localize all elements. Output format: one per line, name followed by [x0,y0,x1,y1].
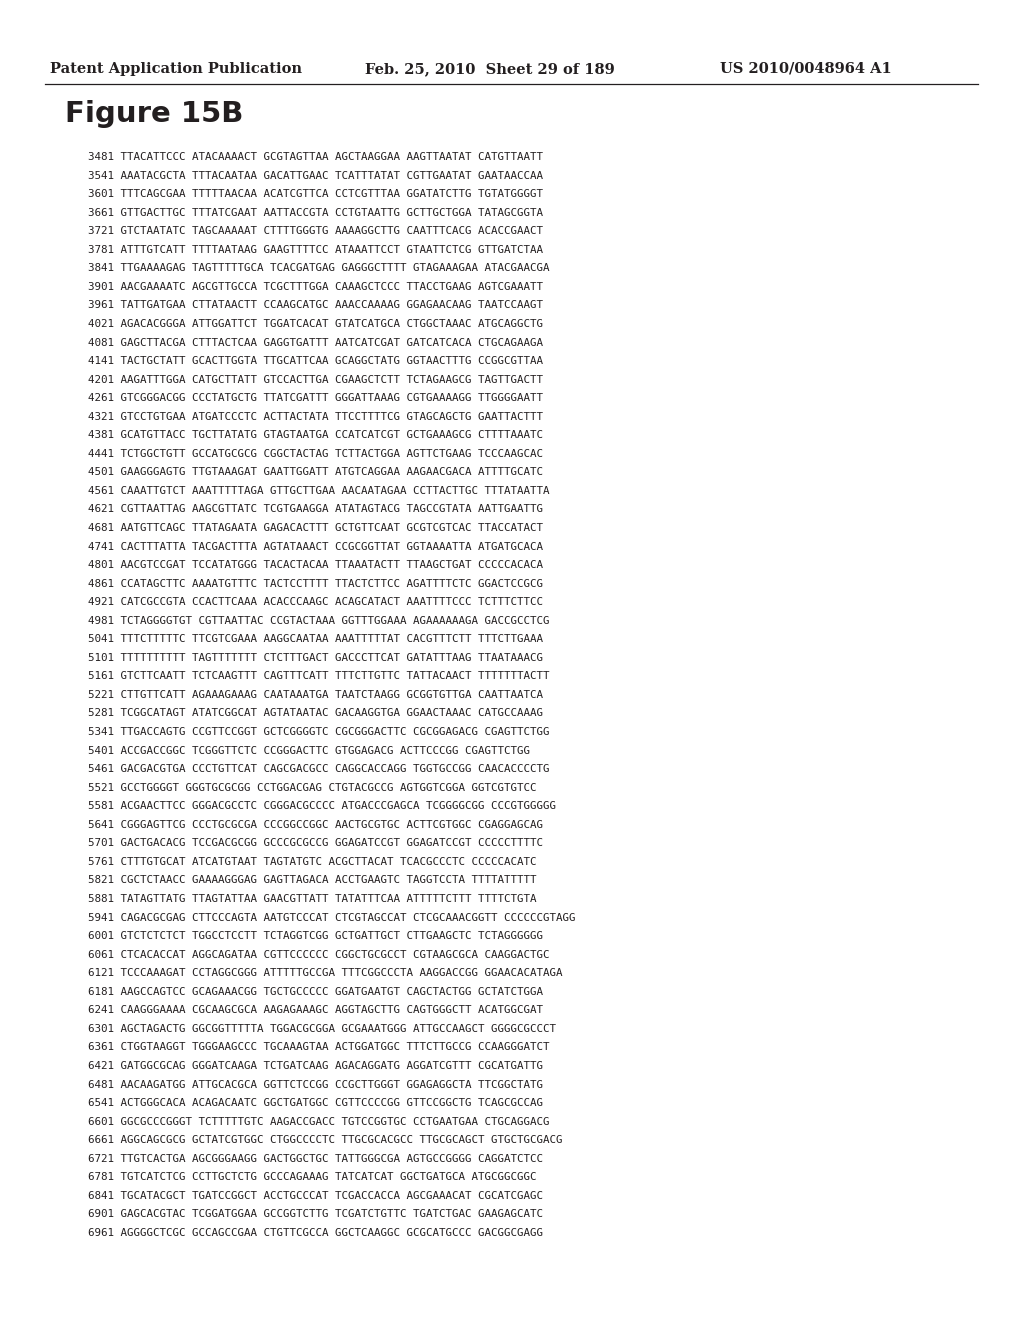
Text: 6721 TTGTCACTGA AGCGGGAAGG GACTGGCTGC TATTGGGCGA AGTGCCGGGG CAGGATCTCC: 6721 TTGTCACTGA AGCGGGAAGG GACTGGCTGC TA… [88,1154,543,1164]
Text: 6361 CTGGTAAGGT TGGGAAGCCC TGCAAAGTAA ACTGGATGGC TTTCTTGCCG CCAAGGGATCT: 6361 CTGGTAAGGT TGGGAAGCCC TGCAAAGTAA AC… [88,1043,550,1052]
Text: 4681 AATGTTCAGC TTATAGAATA GAGACACTTT GCTGTTCAAT GCGTCGTCAC TTACCATACT: 4681 AATGTTCAGC TTATAGAATA GAGACACTTT GC… [88,523,543,533]
Text: 5221 CTTGTTCATT AGAAAGAAAG CAATAAATGA TAATCTAAGG GCGGTGTTGA CAATTAATCA: 5221 CTTGTTCATT AGAAAGAAAG CAATAAATGA TA… [88,690,543,700]
Text: 6001 GTCTCTCTCT TGGCCTCCTT TCTAGGTCGG GCTGATTGCT CTTGAAGCTC TCTAGGGGGG: 6001 GTCTCTCTCT TGGCCTCCTT TCTAGGTCGG GC… [88,931,543,941]
Text: 5041 TTTCTTTTTC TTCGTCGAAA AAGGCAATAA AAATTTTTAT CACGTTTCTT TTTCTTGAAA: 5041 TTTCTTTTTC TTCGTCGAAA AAGGCAATAA AA… [88,635,543,644]
Text: 3661 GTTGACTTGC TTTATCGAAT AATTACCGTA CCTGTAATTG GCTTGCTGGA TATAGCGGTA: 3661 GTTGACTTGC TTTATCGAAT AATTACCGTA CC… [88,207,543,218]
Text: 5941 CAGACGCGAG CTTCCCAGTA AATGTCCCAT CTCGTAGCCAT CTCGCAAACGGTT CCCCCCGTAGG: 5941 CAGACGCGAG CTTCCCAGTA AATGTCCCAT CT… [88,912,575,923]
Text: 4621 CGTTAATTAG AAGCGTTATC TCGTGAAGGA ATATAGTACG TAGCCGTATA AATTGAATTG: 4621 CGTTAATTAG AAGCGTTATC TCGTGAAGGA AT… [88,504,543,515]
Text: 4921 CATCGCCGTA CCACTTCAAA ACACCCAAGC ACAGCATACT AAATTTTCCC TCTTTCTTCC: 4921 CATCGCCGTA CCACTTCAAA ACACCCAAGC AC… [88,597,543,607]
Text: 3481 TTACATTCCC ATACAAAACT GCGTAGTTAA AGCTAAGGAA AAGTTAATAT CATGTTAATT: 3481 TTACATTCCC ATACAAAACT GCGTAGTTAA AG… [88,152,543,162]
Text: 5281 TCGGCATAGT ATATCGGCAT AGTATAATAC GACAAGGTGA GGAACTAAAC CATGCCAAAG: 5281 TCGGCATAGT ATATCGGCAT AGTATAATAC GA… [88,709,543,718]
Text: 4981 TCTAGGGGTGT CGTTAATTAC CCGTACTAAA GGTTTGGAAA AGAAAAAAGA GACCGCCTCG: 4981 TCTAGGGGTGT CGTTAATTAC CCGTACTAAA G… [88,615,550,626]
Text: 4201 AAGATTTGGA CATGCTTATT GTCCACTTGA CGAAGCTCTT TCTAGAAGCG TAGTTGACTT: 4201 AAGATTTGGA CATGCTTATT GTCCACTTGA CG… [88,375,543,384]
Text: 3721 GTCTAATATC TAGCAAAAAT CTTTTGGGTG AAAAGGCTTG CAATTTCACG ACACCGAACT: 3721 GTCTAATATC TAGCAAAAAT CTTTTGGGTG AA… [88,226,543,236]
Text: 5821 CGCTCTAACC GAAAAGGGAG GAGTTAGACA ACCTGAAGTC TAGGTCCTA TTTTATTTTT: 5821 CGCTCTAACC GAAAAGGGAG GAGTTAGACA AC… [88,875,537,886]
Text: 4141 TACTGCTATT GCACTTGGTA TTGCATTCAA GCAGGCTATG GGTAACTTTG CCGGCGTTAA: 4141 TACTGCTATT GCACTTGGTA TTGCATTCAA GC… [88,356,543,366]
Text: 4261 GTCGGGACGG CCCTATGCTG TTATCGATTT GGGATTAAAG CGTGAAAAGG TTGGGGAATT: 4261 GTCGGGACGG CCCTATGCTG TTATCGATTT GG… [88,393,543,403]
Text: 5101 TTTTTTTTTT TAGTTTTTTT CTCTTTGACT GACCCTTCAT GATATTTAAG TTAATAAACG: 5101 TTTTTTTTTT TAGTTTTTTT CTCTTTGACT GA… [88,653,543,663]
Text: 4741 CACTTTATTA TACGACTTTA AGTATAAACT CCGCGGTTAT GGTAAAATTA ATGATGCACA: 4741 CACTTTATTA TACGACTTTA AGTATAAACT CC… [88,541,543,552]
Text: 5161 GTCTTCAATT TCTCAAGTTT CAGTTTCATT TTTCTTGTTC TATTACAACT TTTTTTTACTT: 5161 GTCTTCAATT TCTCAAGTTT CAGTTTCATT TT… [88,672,550,681]
Text: 5641 CGGGAGTTCG CCCTGCGCGA CCCGGCCGGC AACTGCGTGC ACTTCGTGGC CGAGGAGCAG: 5641 CGGGAGTTCG CCCTGCGCGA CCCGGCCGGC AA… [88,820,543,830]
Text: 5761 CTTTGTGCAT ATCATGTAAT TAGTATGTC ACGCTTACAT TCACGCCCTC CCCCCACATC: 5761 CTTTGTGCAT ATCATGTAAT TAGTATGTC ACG… [88,857,537,867]
Text: 5701 GACTGACACG TCCGACGCGG GCCCGCGCCG GGAGATCCGT GGAGATCCGT CCCCCTTTTC: 5701 GACTGACACG TCCGACGCGG GCCCGCGCCG GG… [88,838,543,849]
Text: 4861 CCATAGCTTC AAAATGTTTC TACTCCTTTT TTACTCTTCC AGATTTTCTC GGACTCCGCG: 4861 CCATAGCTTC AAAATGTTTC TACTCCTTTT TT… [88,578,543,589]
Text: 6301 AGCTAGACTG GGCGGTTTTTA TGGACGCGGA GCGAAATGGG ATTGCCAAGCT GGGGCGCCCT: 6301 AGCTAGACTG GGCGGTTTTTA TGGACGCGGA G… [88,1024,556,1034]
Text: 4441 TCTGGCTGTT GCCATGCGCG CGGCTACTAG TCTTACTGGA AGTTCTGAAG TCCCAAGCAC: 4441 TCTGGCTGTT GCCATGCGCG CGGCTACTAG TC… [88,449,543,459]
Text: 6181 AAGCCAGTCC GCAGAAACGG TGCTGCCCCC GGATGAATGT CAGCTACTGG GCTATCTGGA: 6181 AAGCCAGTCC GCAGAAACGG TGCTGCCCCC GG… [88,987,543,997]
Text: 3901 AACGAAAATC AGCGTTGCCA TCGCTTTGGA CAAAGCTCCC TTACCTGAAG AGTCGAAATT: 3901 AACGAAAATC AGCGTTGCCA TCGCTTTGGA CA… [88,282,543,292]
Text: 3541 AAATACGCTA TTTACAATAA GACATTGAAC TCATTTATAT CGTTGAATAT GAATAACCAA: 3541 AAATACGCTA TTTACAATAA GACATTGAAC TC… [88,170,543,181]
Text: 3961 TATTGATGAA CTTATAACTT CCAAGCATGC AAACCAAAAG GGAGAACAAG TAATCCAAGT: 3961 TATTGATGAA CTTATAACTT CCAAGCATGC AA… [88,301,543,310]
Text: 3601 TTTCAGCGAA TTTTTAACAA ACATCGTTCA CCTCGTTTAA GGATATCTTG TGTATGGGGT: 3601 TTTCAGCGAA TTTTTAACAA ACATCGTTCA CC… [88,189,543,199]
Text: 3781 ATTTGTCATT TTTTAATAAG GAAGTTTTCC ATAAATTCCT GTAATTCTCG GTTGATCTAA: 3781 ATTTGTCATT TTTTAATAAG GAAGTTTTCC AT… [88,244,543,255]
Text: US 2010/0048964 A1: US 2010/0048964 A1 [720,62,892,77]
Text: 5881 TATAGTTATG TTAGTATTAA GAACGTTATT TATATTTCAA ATTTTTCTTT TTTTCTGTA: 5881 TATAGTTATG TTAGTATTAA GAACGTTATT TA… [88,894,537,904]
Text: 6541 ACTGGGCACA ACAGACAATC GGCTGATGGC CGTTCCCCGG GTTCCGGCTG TCAGCGCCAG: 6541 ACTGGGCACA ACAGACAATC GGCTGATGGC CG… [88,1098,543,1107]
Text: 4501 GAAGGGAGTG TTGTAAAGAT GAATTGGATT ATGTCAGGAA AAGAACGACA ATTTTGCATC: 4501 GAAGGGAGTG TTGTAAAGAT GAATTGGATT AT… [88,467,543,478]
Text: 4801 AACGTCCGAT TCCATATGGG TACACTACAA TTAAATACTT TTAAGCTGAT CCCCCACACA: 4801 AACGTCCGAT TCCATATGGG TACACTACAA TT… [88,560,543,570]
Text: 4381 GCATGTTACC TGCTTATATG GTAGTAATGA CCATCATCGT GCTGAAAGCG CTTTTAAATC: 4381 GCATGTTACC TGCTTATATG GTAGTAATGA CC… [88,430,543,441]
Text: 6781 TGTCATCTCG CCTTGCTCTG GCCCAGAAAG TATCATCAT GGCTGATGCA ATGCGGCGGC: 6781 TGTCATCTCG CCTTGCTCTG GCCCAGAAAG TA… [88,1172,537,1183]
Text: 6121 TCCCAAAGAT CCTAGGCGGG ATTTTTGCCGA TTTCGGCCCTA AAGGACCGG GGAACACATAGA: 6121 TCCCAAAGAT CCTAGGCGGG ATTTTTGCCGA T… [88,968,562,978]
Text: 6421 GATGGCGCAG GGGATCAAGA TCTGATCAAG AGACAGGATG AGGATCGTTT CGCATGATTG: 6421 GATGGCGCAG GGGATCAAGA TCTGATCAAG AG… [88,1061,543,1071]
Text: 6241 CAAGGGAAAA CGCAAGCGCA AAGAGAAAGC AGGTAGCTTG CAGTGGGCTT ACATGGCGAT: 6241 CAAGGGAAAA CGCAAGCGCA AAGAGAAAGC AG… [88,1006,543,1015]
Text: Figure 15B: Figure 15B [65,100,244,128]
Text: 4081 GAGCTTACGA CTTTACTCAA GAGGTGATTT AATCATCGAT GATCATCACA CTGCAGAAGA: 4081 GAGCTTACGA CTTTACTCAA GAGGTGATTT AA… [88,338,543,347]
Text: 5341 TTGACCAGTG CCGTTCCGGT GCTCGGGGTC CGCGGGACTTC CGCGGAGACG CGAGTTCTGG: 5341 TTGACCAGTG CCGTTCCGGT GCTCGGGGTC CG… [88,727,550,737]
Text: 6481 AACAAGATGG ATTGCACGCA GGTTCTCCGG CCGCTTGGGT GGAGAGGCTA TTCGGCTATG: 6481 AACAAGATGG ATTGCACGCA GGTTCTCCGG CC… [88,1080,543,1089]
Text: 4321 GTCCTGTGAA ATGATCCCTC ACTTACTATA TTCCTTTTCG GTAGCAGCTG GAATTACTTT: 4321 GTCCTGTGAA ATGATCCCTC ACTTACTATA TT… [88,412,543,421]
Text: 6901 GAGCACGTAC TCGGATGGAA GCCGGTCTTG TCGATCTGTTC TGATCTGAC GAAGAGCATC: 6901 GAGCACGTAC TCGGATGGAA GCCGGTCTTG TC… [88,1209,543,1220]
Text: 6841 TGCATACGCT TGATCCGGCT ACCTGCCCAT TCGACCACCA AGCGAAACAT CGCATCGAGC: 6841 TGCATACGCT TGATCCGGCT ACCTGCCCAT TC… [88,1191,543,1201]
Text: 5401 ACCGACCGGC TCGGGTTCTC CCGGGACTTC GTGGAGACG ACTTCCCGG CGAGTTCTGG: 5401 ACCGACCGGC TCGGGTTCTC CCGGGACTTC GT… [88,746,530,755]
Text: 6961 AGGGGCTCGC GCCAGCCGAA CTGTTCGCCA GGCTCAAGGC GCGCATGCCC GACGGCGAGG: 6961 AGGGGCTCGC GCCAGCCGAA CTGTTCGCCA GG… [88,1228,543,1238]
Text: 6061 CTCACACCAT AGGCAGATAA CGTTCCCCCC CGGCTGCGCCT CGTAAGCGCA CAAGGACTGC: 6061 CTCACACCAT AGGCAGATAA CGTTCCCCCC CG… [88,949,550,960]
Text: 5521 GCCTGGGGT GGGTGCGCGG CCTGGACGAG CTGTACGCCG AGTGGTCGGA GGTCGTGTCC: 5521 GCCTGGGGT GGGTGCGCGG CCTGGACGAG CTG… [88,783,537,793]
Text: 3841 TTGAAAAGAG TAGTTTTTGCA TCACGATGAG GAGGGCTTTT GTAGAAAGAA ATACGAACGA: 3841 TTGAAAAGAG TAGTTTTTGCA TCACGATGAG G… [88,263,550,273]
Text: 6661 AGGCAGCGCG GCTATCGTGGC CTGGCCCCTC TTGCGCACGCC TTGCGCAGCT GTGCTGCGACG: 6661 AGGCAGCGCG GCTATCGTGGC CTGGCCCCTC T… [88,1135,562,1146]
Text: 4021 AGACACGGGA ATTGGATTCT TGGATCACAT GTATCATGCA CTGGCTAAAC ATGCAGGCTG: 4021 AGACACGGGA ATTGGATTCT TGGATCACAT GT… [88,319,543,329]
Text: 4561 CAAATTGTCT AAATTTTTAGA GTTGCTTGAA AACAATAGAA CCTTACTTGC TTTATAATTA: 4561 CAAATTGTCT AAATTTTTAGA GTTGCTTGAA A… [88,486,550,496]
Text: Feb. 25, 2010  Sheet 29 of 189: Feb. 25, 2010 Sheet 29 of 189 [365,62,614,77]
Text: 6601 GGCGCCCGGGT TCTTTTTGTC AAGACCGACC TGTCCGGTGC CCTGAATGAA CTGCAGGACG: 6601 GGCGCCCGGGT TCTTTTTGTC AAGACCGACC T… [88,1117,550,1126]
Text: 5581 ACGAACTTCC GGGACGCCTC CGGGACGCCCC ATGACCCGAGCA TCGGGGCGG CCCGTGGGGG: 5581 ACGAACTTCC GGGACGCCTC CGGGACGCCCC A… [88,801,556,812]
Text: Patent Application Publication: Patent Application Publication [50,62,302,77]
Text: 5461 GACGACGTGA CCCTGTTCAT CAGCGACGCC CAGGCACCAGG TGGTGCCGG CAACACCCCTG: 5461 GACGACGTGA CCCTGTTCAT CAGCGACGCC CA… [88,764,550,774]
